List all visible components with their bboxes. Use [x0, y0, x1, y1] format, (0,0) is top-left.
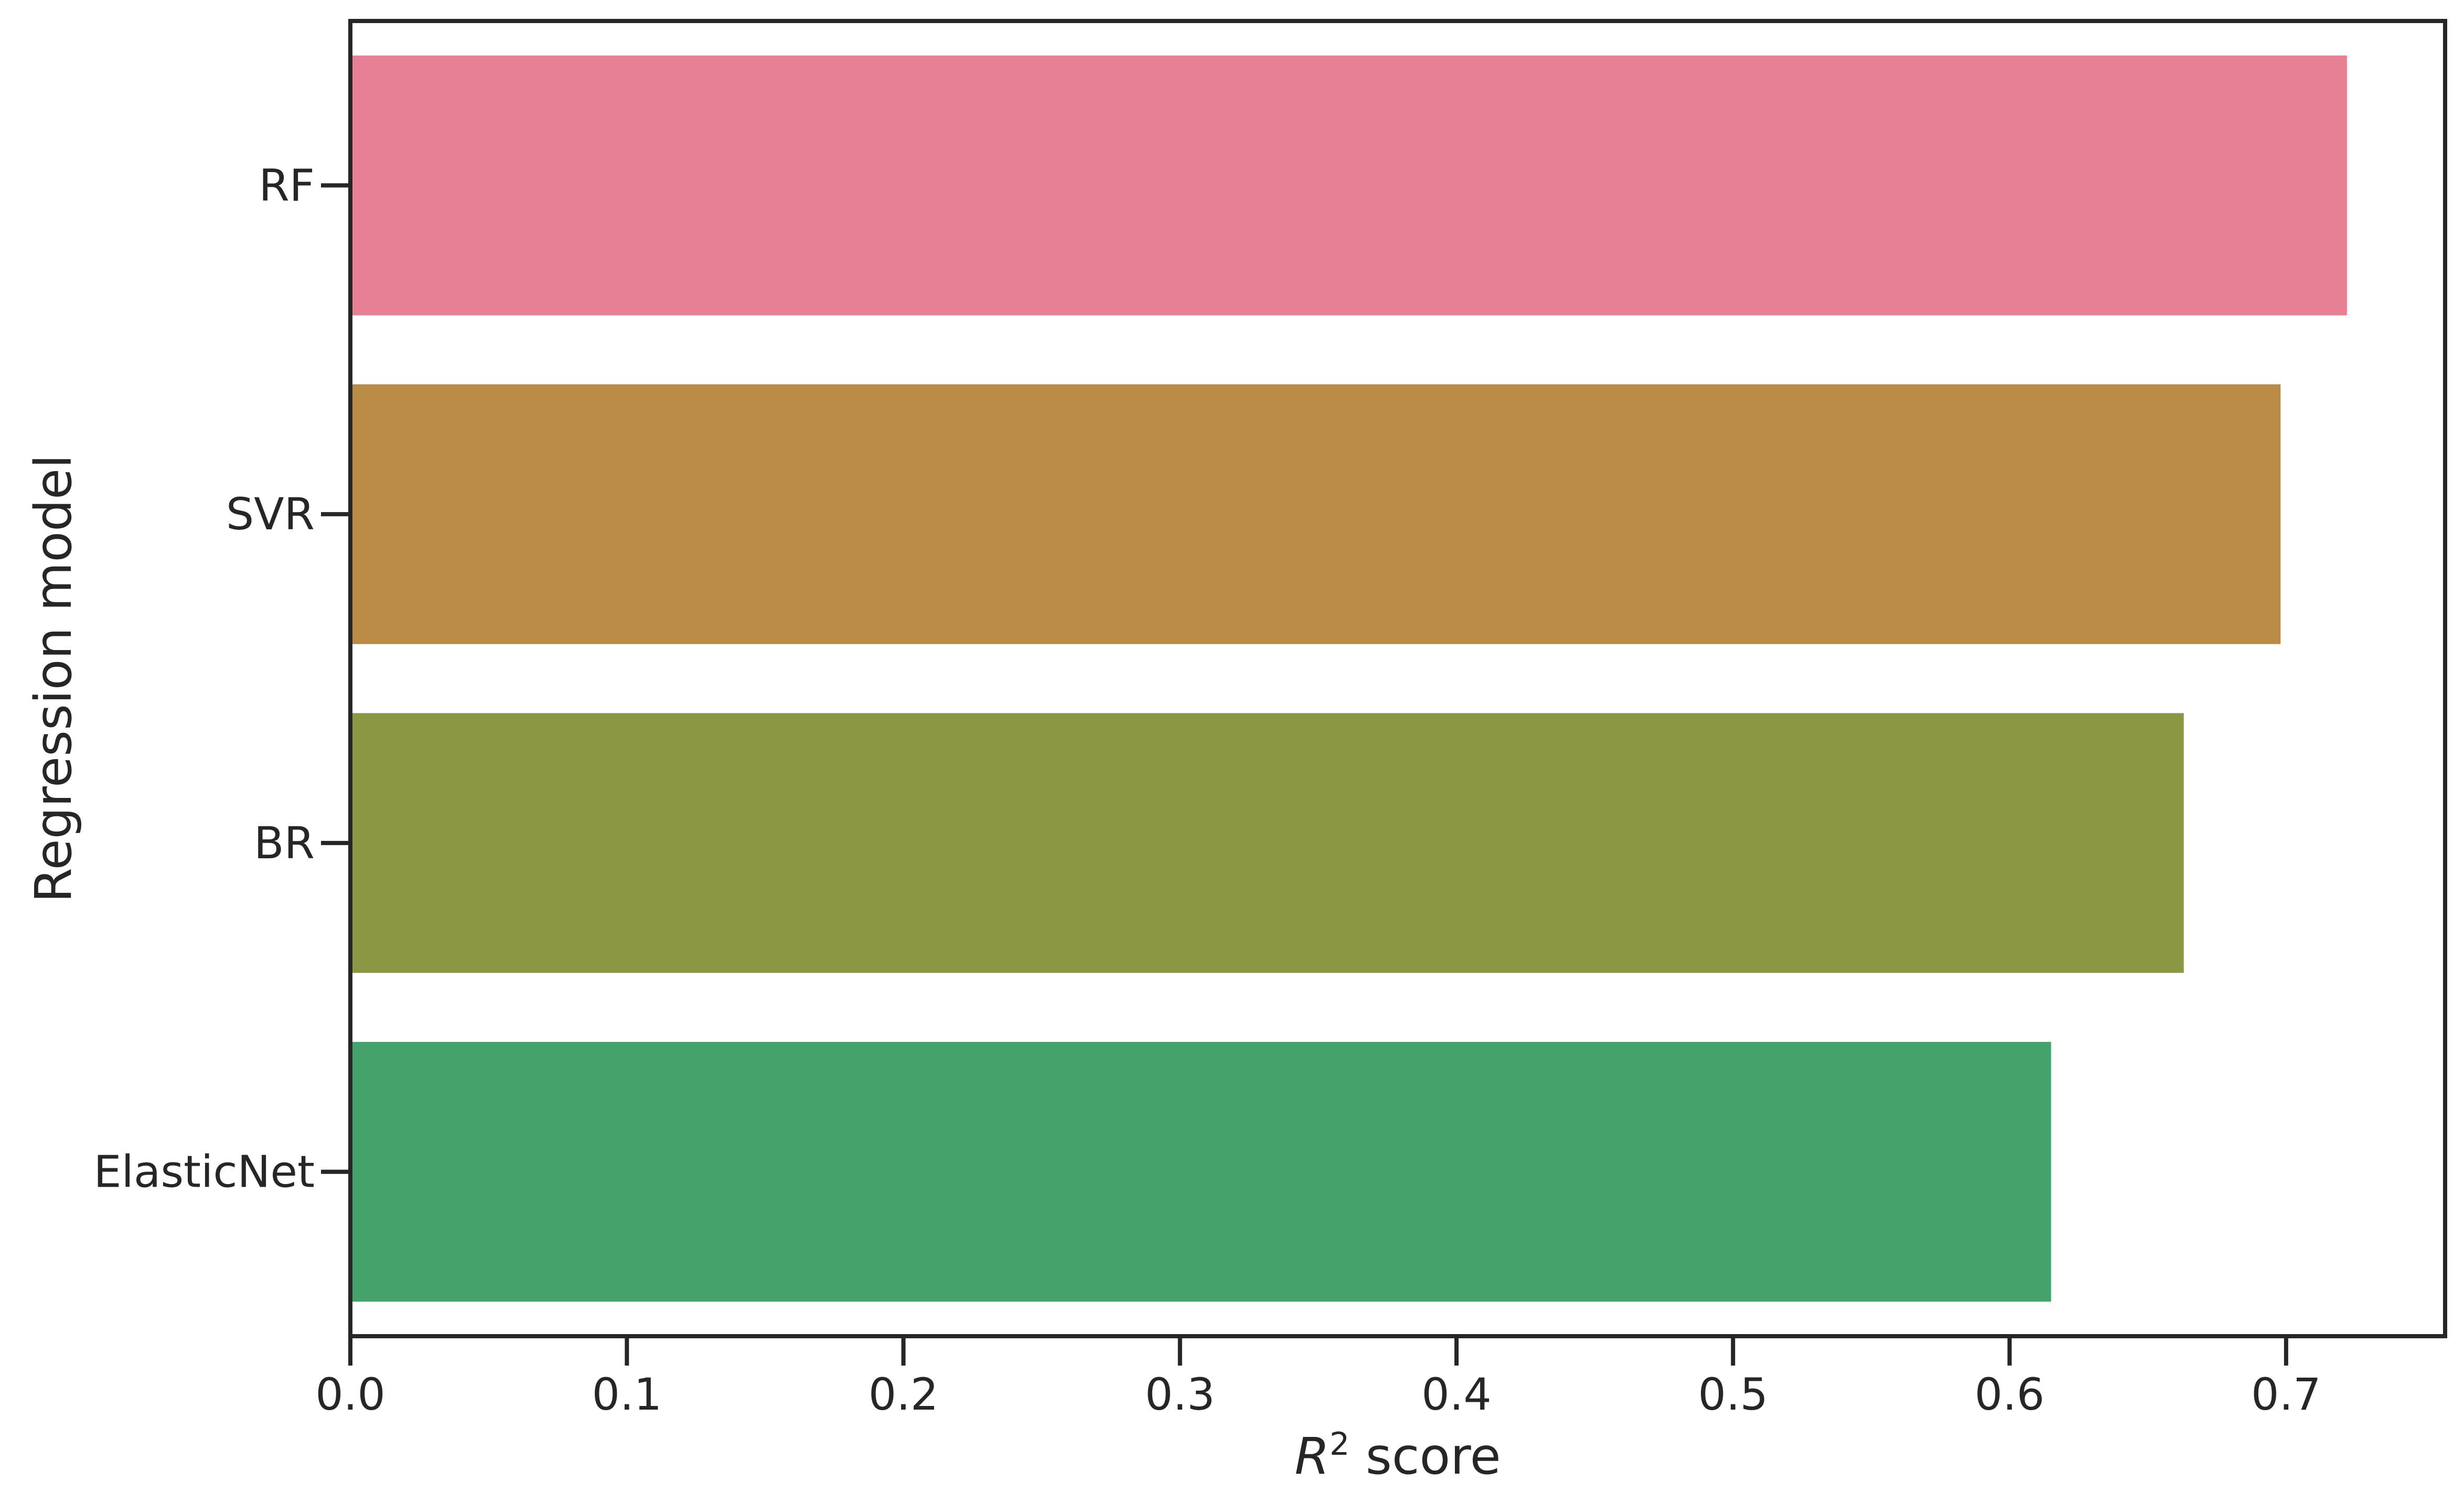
plot-frame [348, 19, 2447, 1338]
x-tick-label: 0.1 [592, 1369, 662, 1420]
bar-svr [350, 384, 2281, 644]
x-tick-label: 0.7 [2251, 1369, 2321, 1420]
x-tick-label: 0.4 [1421, 1369, 1492, 1420]
x-tick-label: 0.0 [315, 1369, 385, 1420]
x-tick-label: 0.6 [1975, 1369, 2045, 1420]
x-axis-title: R2 score [1294, 1426, 1501, 1486]
x-axis-title-exponent: 2 [1330, 1426, 1349, 1463]
x-tick-label: 0.5 [1698, 1369, 1769, 1420]
y-axis-ticks: RF SVR BR ElasticNet [93, 159, 350, 1198]
y-axis-title: Regression model [24, 454, 83, 903]
bar-br [350, 713, 2184, 973]
x-tick-label: 0.3 [1145, 1369, 1215, 1420]
bars-layer [350, 55, 2347, 1302]
x-axis-title-rest: score [1349, 1427, 1501, 1486]
bar-rf [350, 55, 2347, 315]
y-tick-label-elasticnet: ElasticNet [93, 1146, 315, 1198]
y-tick-label-svr: SVR [226, 488, 315, 540]
x-tick-label: 0.2 [869, 1369, 939, 1420]
x-axis-ticks: 0.0 0.1 0.2 0.3 0.4 0.5 0.6 0.7 [315, 1336, 2321, 1420]
x-axis-title-variable: R [1294, 1427, 1330, 1486]
y-tick-label-rf: RF [259, 159, 315, 211]
bar-elasticnet [350, 1042, 2051, 1302]
y-tick-label-br: BR [254, 817, 315, 869]
